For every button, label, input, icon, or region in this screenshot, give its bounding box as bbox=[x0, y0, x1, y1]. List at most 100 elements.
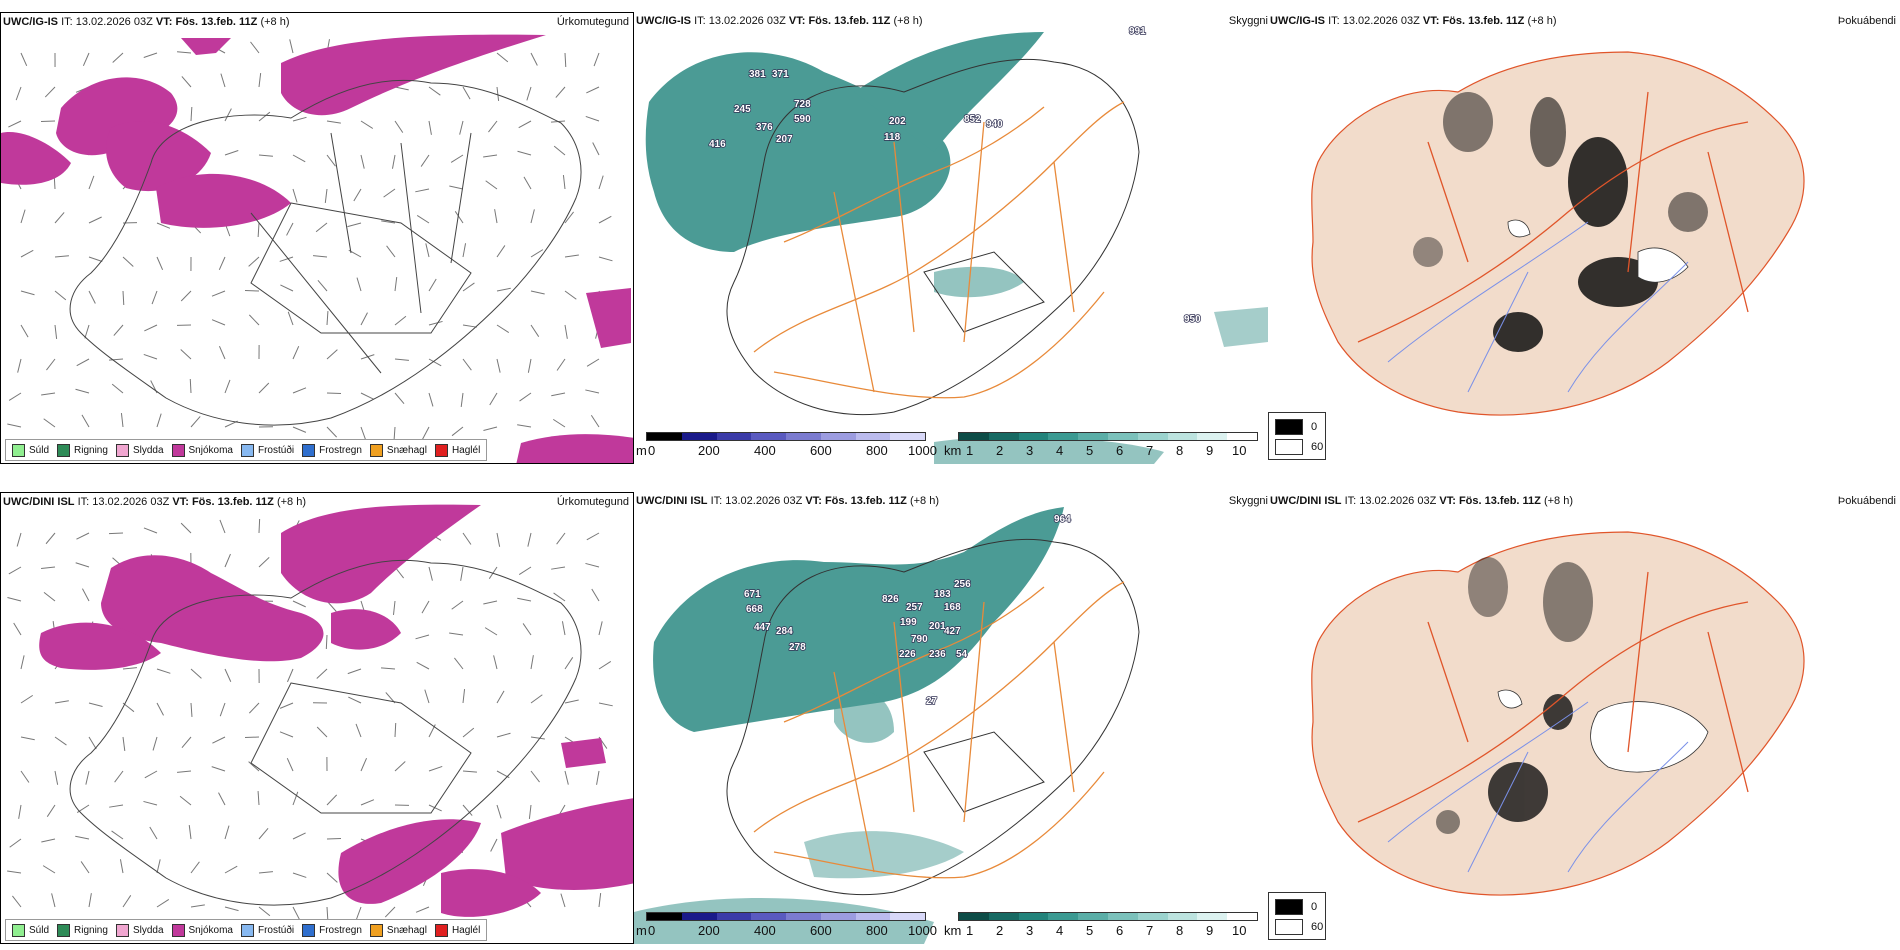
wind-barb bbox=[496, 324, 510, 334]
wind-barb bbox=[496, 245, 506, 258]
wind-barb bbox=[292, 791, 299, 806]
wind-barb bbox=[181, 76, 192, 88]
wind-barb bbox=[496, 287, 511, 292]
wind-barb bbox=[586, 532, 600, 541]
wind-barb bbox=[564, 657, 574, 670]
wind-barb bbox=[279, 731, 294, 738]
wind-barb bbox=[592, 142, 600, 156]
wind-barb bbox=[258, 871, 273, 874]
wind-barb bbox=[564, 254, 579, 258]
wind-barb bbox=[424, 689, 430, 704]
wind-barb bbox=[224, 906, 239, 912]
wind-barb bbox=[54, 212, 65, 224]
wind-barb bbox=[598, 256, 613, 262]
wind-barb bbox=[460, 392, 464, 407]
wind-barb bbox=[244, 736, 260, 739]
wind-barb bbox=[81, 414, 90, 428]
legend-label: Snjókoma bbox=[188, 444, 233, 456]
wind-barb bbox=[248, 314, 260, 326]
wind-barb bbox=[490, 838, 498, 852]
wind-barb bbox=[496, 52, 509, 63]
wind-barb bbox=[292, 906, 300, 920]
wind-barb bbox=[75, 835, 90, 840]
fog-map-top bbox=[1311, 51, 1805, 416]
wind-barb bbox=[44, 86, 56, 98]
wind-barb bbox=[598, 215, 612, 224]
wind-barb bbox=[144, 324, 158, 332]
wind-barb bbox=[248, 702, 260, 714]
wind-barb bbox=[383, 188, 396, 198]
legend-swatch bbox=[240, 443, 254, 457]
legend-swatch bbox=[115, 443, 129, 457]
fog-title-bottom: Þokuábendi bbox=[1837, 495, 1896, 507]
wind-barb bbox=[211, 290, 226, 297]
wind-barb bbox=[114, 770, 124, 783]
wind-barb bbox=[122, 736, 126, 751]
fog-white-patches bbox=[1497, 689, 1709, 773]
wind-barb bbox=[292, 346, 300, 360]
wind-barb bbox=[527, 358, 532, 373]
fog-map-bottom bbox=[1311, 531, 1805, 896]
wind-barb bbox=[188, 825, 192, 840]
wind-barb bbox=[88, 893, 92, 908]
fog-legend-bottom: 0 60 bbox=[1268, 892, 1326, 940]
wind-barb bbox=[348, 696, 362, 704]
legend-label: Frostúði bbox=[257, 924, 295, 936]
wind-barb bbox=[564, 324, 568, 339]
wind-barb bbox=[347, 668, 362, 675]
wind-barb bbox=[190, 904, 205, 908]
wind-barb bbox=[392, 600, 396, 615]
wind-barb bbox=[292, 116, 307, 122]
legend-item-slydda: Slydda bbox=[115, 443, 164, 457]
precip-title-top: Úrkomutegund bbox=[556, 16, 629, 28]
wind-barb bbox=[257, 790, 260, 806]
wind-barb bbox=[360, 154, 365, 169]
wind-barb bbox=[12, 895, 22, 908]
wind-barb bbox=[391, 154, 396, 169]
wind-barb bbox=[292, 600, 306, 608]
wind-barb bbox=[109, 358, 124, 361]
wind-barb bbox=[518, 120, 532, 129]
wind-barb bbox=[494, 209, 498, 224]
wind-barb bbox=[496, 358, 501, 373]
wind-barb bbox=[449, 632, 464, 636]
wind-barb bbox=[598, 175, 604, 190]
wind-barb bbox=[522, 623, 532, 636]
ceiling-value-label: 183 bbox=[934, 589, 951, 600]
wind-barb bbox=[54, 700, 69, 704]
legend-item-frostudi: Frostúði bbox=[240, 923, 295, 937]
wind-barb bbox=[530, 324, 540, 337]
wind-barb bbox=[258, 154, 273, 157]
wind-barb bbox=[326, 872, 338, 883]
precip-map-bottom bbox=[7, 504, 633, 922]
wind-barb bbox=[564, 699, 579, 704]
wind-barb bbox=[20, 324, 29, 338]
wind-barb bbox=[156, 413, 162, 428]
wind-barb bbox=[292, 188, 298, 203]
wind-barb bbox=[119, 859, 124, 874]
wind-barb bbox=[248, 256, 260, 267]
wind-barb bbox=[224, 865, 238, 874]
legend-swatch bbox=[171, 923, 185, 937]
wind-barb bbox=[386, 245, 396, 258]
wind-barb bbox=[279, 702, 294, 709]
wind-barb bbox=[360, 799, 375, 806]
legend-item-snaehagl: Snæhagl bbox=[369, 923, 427, 937]
wind-barb bbox=[81, 588, 90, 602]
legend-label: Slydda bbox=[132, 924, 164, 936]
ceiling-value-label: 256 bbox=[954, 579, 971, 590]
wind-barb bbox=[258, 111, 271, 122]
wind-barb bbox=[462, 727, 475, 738]
wind-barb bbox=[394, 761, 406, 772]
wind-barb bbox=[46, 358, 56, 371]
wind-barb bbox=[289, 39, 294, 54]
scale-m-top: m 0 200 400 600 800 1000 bbox=[636, 432, 937, 462]
wind-barb bbox=[76, 532, 90, 540]
wind-barb bbox=[556, 532, 566, 545]
wind-barb bbox=[248, 761, 260, 772]
wind-barb bbox=[84, 324, 90, 339]
wind-barb bbox=[280, 284, 294, 292]
scale-km-top: km 1 2 3 4 5 6 7 8 9 10 bbox=[944, 432, 1264, 462]
wind-barb bbox=[585, 562, 600, 568]
wind-barb bbox=[459, 120, 464, 135]
